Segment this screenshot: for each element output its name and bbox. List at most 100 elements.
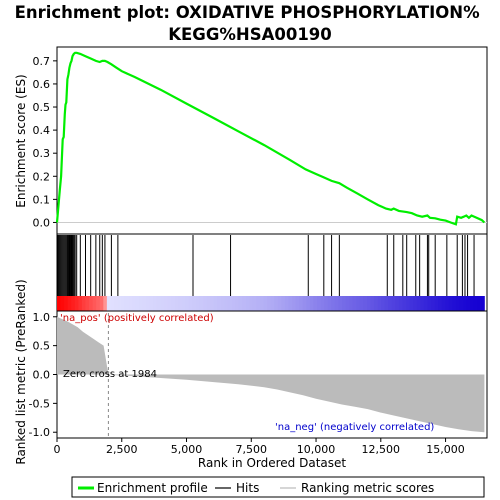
heatmap-cell	[263, 296, 268, 311]
heatmap-cell	[64, 296, 69, 311]
heatmap-cell	[416, 296, 421, 311]
heatmap-cell	[320, 296, 325, 311]
heatmap-cell	[409, 296, 414, 311]
x-tick-label: 12,500	[362, 443, 401, 456]
heatmap-cell	[146, 296, 151, 311]
pos-annotation: 'na_pos' (positively correlated)	[60, 313, 214, 324]
heatmap-cell	[359, 296, 364, 311]
heatmap-cell	[128, 296, 133, 311]
heatmap-cell	[391, 296, 396, 311]
heatmap-cell	[448, 296, 453, 311]
heatmap-cell	[473, 296, 478, 311]
neg-annotation: 'na_neg' (negatively correlated)	[275, 422, 434, 433]
heatmap-cell	[256, 296, 261, 311]
heatmap-cell	[121, 296, 126, 311]
heatmap-cell	[117, 296, 122, 311]
metric-y-tick-label: 1.0	[33, 311, 51, 324]
metric-y-tick-label: -1.0	[29, 426, 50, 439]
heatmap-cell	[181, 296, 186, 311]
heatmap-cell	[423, 296, 428, 311]
heatmap-cell	[398, 296, 403, 311]
heatmap-cell	[377, 296, 382, 311]
heatmap-cell	[455, 296, 460, 311]
heatmap-cell	[78, 296, 83, 311]
heatmap-cell	[60, 296, 65, 311]
ranking-metric-area	[57, 316, 485, 433]
heatmap-cell	[309, 296, 314, 311]
heatmap-cell	[381, 296, 386, 311]
heatmap-cell	[363, 296, 368, 311]
heatmap-cell	[245, 296, 250, 311]
heatmap-cell	[427, 296, 432, 311]
heatmap-cell	[317, 296, 321, 311]
heatmap-cell	[395, 296, 400, 311]
heatmap-cell	[373, 296, 378, 311]
metric-y-axis-label: Ranked list metric (PreRanked)	[14, 279, 28, 464]
heatmap-cell	[85, 296, 90, 311]
heatmap-cell	[178, 296, 183, 311]
heatmap-cell	[459, 296, 464, 311]
heatmap-cell	[160, 296, 165, 311]
heatmap-cell	[188, 296, 193, 311]
x-axis-label: Rank in Ordered Dataset	[198, 456, 346, 470]
heatmap-cell	[302, 296, 307, 311]
heatmap-cell	[106, 296, 111, 311]
legend-enrichment-label: Enrichment profile	[97, 481, 208, 495]
heatmap-cell	[206, 296, 211, 311]
heatmap-cell	[213, 296, 218, 311]
heatmap-cell	[249, 296, 254, 311]
es-y-tick-label: 0.4	[33, 124, 51, 137]
heatmap-cell	[267, 296, 272, 311]
es-panel: 0.0 0.1 0.2 0.3 0.4 0.5 0.6 0.7 Enrichment scor…	[14, 46, 488, 235]
heatmap-cell	[292, 296, 297, 311]
es-y-tick-label: 0.2	[33, 170, 51, 183]
es-y-tick-label: 0.1	[33, 193, 51, 206]
heatmap-cell	[203, 296, 207, 311]
heatmap-cell	[153, 296, 158, 311]
es-y-tick-label: 0.6	[33, 78, 51, 91]
es-y-axis-label: Enrichment score (ES)	[14, 74, 28, 207]
heatmap-cell	[324, 296, 329, 311]
metric-y-tick-label: 0.0	[33, 369, 51, 382]
heatmap-cell	[67, 296, 72, 311]
es-y-tick-label: 0.0	[33, 216, 51, 229]
x-tick-label: 7,500	[236, 443, 268, 456]
heatmap-cell	[331, 296, 336, 311]
heatmap-cell	[124, 296, 129, 311]
heatmap-cell	[131, 296, 136, 311]
zero-cross-annotation: Zero cross at 1984	[63, 369, 157, 380]
es-y-tick-label: 0.7	[33, 55, 51, 68]
heatmap-cell	[135, 296, 140, 311]
heatmap-cell	[284, 296, 289, 311]
heatmap-cell	[334, 296, 339, 311]
heatmap-cell	[220, 296, 225, 311]
heatmap-cell	[306, 296, 311, 311]
heatmap-cell	[420, 296, 425, 311]
heatmap-cell	[167, 296, 172, 311]
heatmap-cell	[445, 296, 450, 311]
heatmap-cell	[274, 296, 279, 311]
heatmap-cell	[92, 296, 97, 311]
heatmap-cell	[466, 296, 471, 311]
heatmap-cell	[195, 296, 200, 311]
heatmap-cell	[463, 296, 468, 311]
chart-title: Enrichment plot: OXIDATIVE PHOSPHORYLATI…	[15, 3, 486, 44]
heatmap-cell	[99, 296, 104, 311]
heatmap-cell	[71, 296, 76, 311]
heatmap-cell	[149, 296, 154, 311]
heatmap-cell	[434, 296, 439, 311]
es-y-tick-label: 0.5	[33, 101, 51, 114]
heatmap-cell	[142, 296, 147, 311]
heatmap-cell	[224, 296, 229, 311]
heatmap-cell	[295, 296, 300, 311]
x-tick-label: 10,000	[297, 443, 336, 456]
heatmap-cell	[270, 296, 275, 311]
es-y-tick-label: 0.3	[33, 147, 51, 160]
heatmap-cell	[299, 296, 304, 311]
heatmap-cell	[110, 296, 115, 311]
heatmap-cell	[185, 296, 190, 311]
x-tick-label: 15,000	[426, 443, 465, 456]
heatmap-cell	[338, 296, 343, 311]
heatmap-cell	[288, 296, 293, 311]
